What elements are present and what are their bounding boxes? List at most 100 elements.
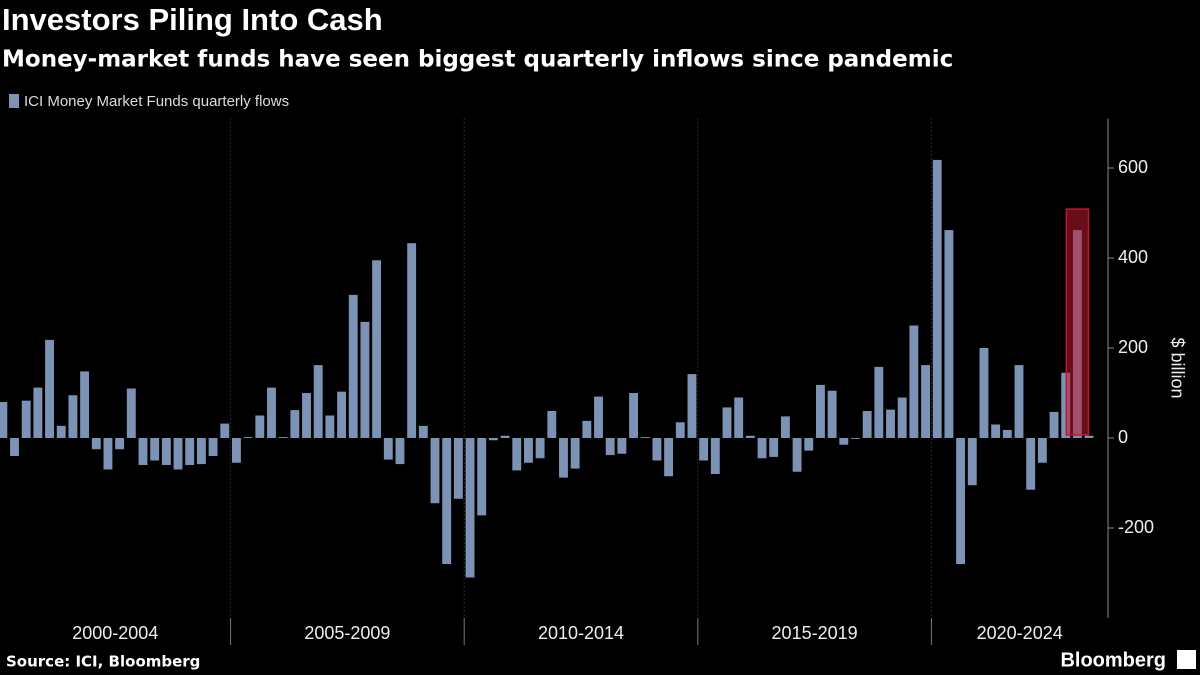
bar <box>979 348 989 438</box>
bar <box>605 438 615 456</box>
bar <box>313 365 323 438</box>
bar <box>45 339 54 438</box>
brand: Bloomberg <box>1060 649 1166 671</box>
bar <box>500 435 510 438</box>
bar <box>512 438 522 471</box>
bar <box>103 438 113 470</box>
bar <box>967 438 977 486</box>
bar <box>932 159 942 438</box>
bar <box>780 416 790 438</box>
bar <box>1084 435 1094 438</box>
y-tick-label: 400 <box>1118 247 1148 267</box>
bar <box>956 438 966 564</box>
bar <box>278 437 288 438</box>
bar <box>138 438 148 465</box>
bar <box>874 366 884 438</box>
bar <box>535 438 545 459</box>
bar <box>816 384 825 438</box>
bar <box>722 407 732 438</box>
bar <box>161 438 171 465</box>
bar <box>944 230 954 438</box>
y-tick-label: 200 <box>1118 337 1148 357</box>
bar <box>582 420 592 438</box>
bar <box>348 294 358 438</box>
bar <box>827 390 837 438</box>
bar <box>0 402 8 438</box>
x-group-label: 2015-2019 <box>772 623 858 643</box>
bar <box>488 438 498 441</box>
bar <box>1014 365 1024 438</box>
bar <box>769 438 779 457</box>
bar <box>652 438 662 461</box>
bar <box>243 437 253 438</box>
bar <box>196 438 206 465</box>
bar <box>851 438 860 439</box>
bar <box>710 438 720 474</box>
bar <box>302 393 311 438</box>
bar <box>745 435 755 438</box>
bar <box>442 438 452 564</box>
bar <box>640 437 650 438</box>
bar <box>617 438 627 454</box>
bar <box>524 438 533 463</box>
bar <box>675 422 685 438</box>
bar <box>360 321 370 438</box>
bar <box>1049 411 1059 438</box>
bar <box>80 371 90 438</box>
bar <box>418 425 428 438</box>
y-tick-label: -200 <box>1118 517 1154 537</box>
bar <box>991 424 1001 438</box>
bar <box>594 396 603 438</box>
bar <box>115 438 125 450</box>
x-group-label: 2010-2014 <box>538 623 624 643</box>
source: Source: ICI, Bloomberg <box>6 653 200 671</box>
bar <box>10 438 19 456</box>
bar <box>547 411 557 438</box>
bar <box>792 438 802 472</box>
bar <box>255 415 265 438</box>
bar <box>337 391 346 438</box>
bar <box>862 411 872 438</box>
highlight-box <box>1065 208 1090 436</box>
bar <box>232 438 241 463</box>
bar <box>173 438 183 470</box>
y-axis-label: $ billion <box>1167 337 1187 398</box>
bar <box>886 409 895 438</box>
bar <box>465 438 475 578</box>
bar <box>383 438 393 460</box>
x-group-label: 2005-2009 <box>304 623 390 643</box>
bar <box>921 365 930 438</box>
bar <box>559 438 568 478</box>
bar <box>290 410 300 438</box>
bar <box>570 438 580 469</box>
bar <box>185 438 195 465</box>
bar <box>21 400 31 438</box>
bar <box>1026 438 1036 490</box>
y-tick-label: 600 <box>1118 157 1148 177</box>
bar <box>1002 429 1012 438</box>
bar <box>804 438 814 451</box>
legend-label: ICI Money Market Funds quarterly flows <box>24 93 289 110</box>
bar <box>734 397 744 438</box>
bar <box>407 243 417 438</box>
bar <box>56 425 66 438</box>
bar <box>126 388 136 438</box>
bar <box>664 438 674 477</box>
bar <box>68 395 78 438</box>
bar <box>325 415 335 438</box>
y-tick-label: 0 <box>1118 427 1128 447</box>
bar <box>699 438 709 461</box>
chart-subtitle: Money-market funds have seen biggest qua… <box>2 47 953 73</box>
bar <box>208 438 218 456</box>
bar <box>909 325 919 438</box>
x-group-label: 2000-2004 <box>72 623 158 643</box>
bar <box>267 387 276 438</box>
bar <box>453 438 463 499</box>
bar <box>430 438 440 504</box>
x-group-label: 2020-2024 <box>977 623 1063 643</box>
legend-swatch <box>9 94 19 108</box>
bar <box>91 438 101 450</box>
bar <box>477 438 487 516</box>
chart-title: Investors Piling Into Cash <box>2 2 383 37</box>
